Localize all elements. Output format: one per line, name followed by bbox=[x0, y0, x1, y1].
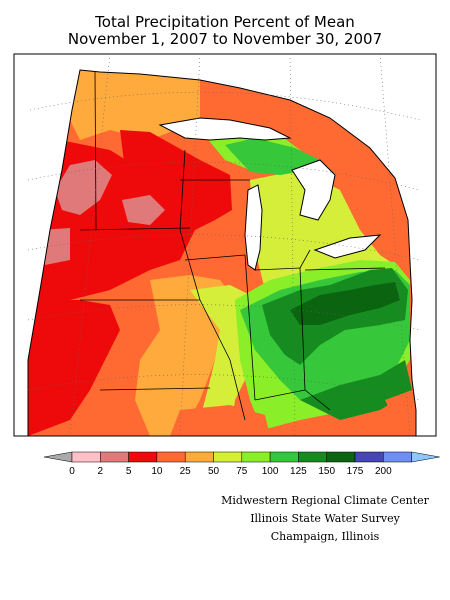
lake-huron bbox=[291, 159, 336, 221]
legend-tick-label: 75 bbox=[236, 466, 248, 477]
legend-swatch bbox=[184, 451, 214, 463]
legend-swatch bbox=[326, 451, 356, 463]
legend-tick-label: 50 bbox=[208, 466, 220, 477]
legend-swatch bbox=[354, 451, 384, 463]
legend-tick-label: 150 bbox=[318, 466, 335, 477]
legend-swatch bbox=[269, 451, 299, 463]
legend-tick-label: 0 bbox=[69, 466, 75, 477]
credit-line-2: Illinois State Water Survey bbox=[250, 512, 400, 525]
legend-swatch bbox=[156, 451, 186, 463]
legend-swatch bbox=[298, 451, 327, 463]
lake-superior bbox=[158, 117, 292, 141]
legend-swatch bbox=[100, 451, 129, 463]
legend-tick-label: 25 bbox=[180, 466, 192, 477]
legend-tick-label: 200 bbox=[375, 466, 392, 477]
legend-arrow-low bbox=[43, 451, 73, 463]
credit-line-3: Champaign, Illinois bbox=[270, 530, 380, 543]
color-legend: 0 2 5 10 25 50 75 100 125 150 175 200 bbox=[43, 451, 440, 477]
legend-swatch bbox=[241, 451, 271, 463]
legend-tick-label: 100 bbox=[262, 466, 279, 477]
map-subtitle: November 1, 2007 to November 30, 2007 bbox=[67, 30, 383, 48]
legend-swatch bbox=[383, 451, 412, 463]
legend-tick-label: 175 bbox=[347, 466, 364, 477]
legend-swatch bbox=[128, 451, 158, 463]
legend-tick-label: 10 bbox=[151, 466, 163, 477]
legend-swatch bbox=[71, 451, 101, 463]
graticule bbox=[27, 53, 421, 437]
lake-michigan bbox=[244, 184, 263, 271]
legend-tick-label: 5 bbox=[126, 466, 132, 477]
credit-line-1: Midwestern Regional Climate Center bbox=[221, 494, 429, 507]
map-title: Total Precipitation Percent of Mean bbox=[95, 13, 355, 31]
state-boundaries bbox=[79, 71, 386, 421]
legend-swatch bbox=[213, 451, 243, 463]
legend-arrow-high bbox=[411, 451, 440, 463]
lake-erie bbox=[313, 234, 382, 259]
legend-tick-label: 125 bbox=[290, 466, 307, 477]
legend-tick-label: 2 bbox=[98, 466, 104, 477]
